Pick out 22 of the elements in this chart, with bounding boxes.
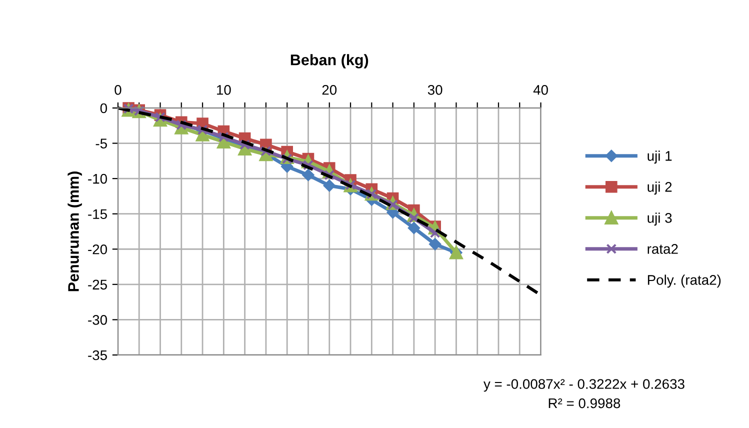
x-axis-title: Beban (kg) (290, 54, 368, 68)
y-axis-title: Penurunan (mm) (68, 172, 82, 292)
y-tick-label: -35 (88, 350, 107, 360)
y-tick-label: -25 (88, 280, 107, 290)
x-tick-label: 0 (114, 84, 122, 95)
y-tick-label: 0 (100, 103, 108, 114)
legend-label: uji 3 (648, 212, 672, 226)
y-tick-label: -30 (88, 315, 108, 325)
legend-label: uji 1 (648, 150, 672, 164)
text: R² = 0.9988 (548, 398, 620, 408)
x-tick-label: 30 (428, 84, 442, 95)
legend-label: rata2 (648, 244, 678, 254)
x-tick-label: 20 (322, 84, 337, 95)
x-tick-label: 40 (533, 84, 548, 95)
legend-label: Poly. (rata2) (648, 274, 721, 288)
text: y = -0.0087x² - 0.3222x + 0.2633 (484, 379, 684, 392)
y-tick-label: -20 (88, 244, 108, 254)
legend-label: uji 2 (648, 182, 672, 195)
y-tick-label: -5 (96, 138, 107, 148)
y-tick-label: -10 (88, 174, 108, 184)
y-tick-label: -15 (88, 209, 107, 220)
x-tick-label: 10 (217, 84, 231, 95)
